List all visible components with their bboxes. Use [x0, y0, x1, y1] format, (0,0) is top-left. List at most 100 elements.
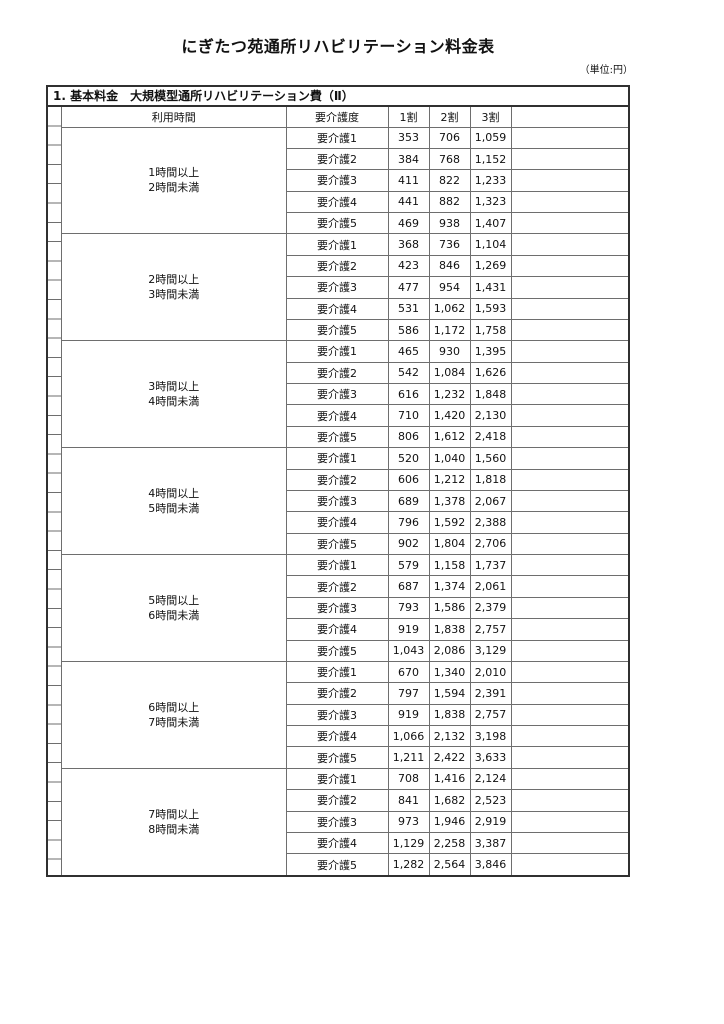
fee-cell-10pct: 806 — [387, 425, 430, 449]
care-level-cell: 要介護1 — [285, 553, 389, 577]
fee-cell-30pct: 2,418 — [469, 425, 512, 449]
care-level-cell: 要介護5 — [286, 639, 389, 662]
fee-cell-20pct: 1,838 — [428, 618, 471, 641]
fee-cell-20pct: 822 — [428, 169, 471, 192]
time-range-cell: 4時間以上 5時間未満 — [62, 447, 287, 555]
fee-cell-10pct: 708 — [387, 767, 430, 791]
empty-cell — [510, 468, 628, 491]
time-range-line: 2時間未満 — [148, 181, 200, 195]
fee-cell-10pct: 670 — [387, 660, 430, 684]
empty-cell — [510, 511, 628, 534]
empty-cell — [510, 553, 628, 577]
fee-cell-30pct: 1,818 — [469, 468, 512, 491]
fee-cell-20pct: 1,062 — [428, 297, 471, 320]
table-row: 要介護2 797 1,594 2,391 — [62, 682, 628, 705]
empty-cell — [510, 233, 628, 256]
unit-note: （単位:円） — [579, 65, 633, 76]
fee-cell-20pct: 1,586 — [428, 596, 471, 620]
fee-cell-20pct: 768 — [428, 147, 471, 171]
empty-cell — [510, 724, 628, 748]
table-row: 要介護4 531 1,062 1,593 — [62, 297, 628, 320]
header-row: 利用時間 要介護度 1割 2割 3割 — [62, 107, 628, 128]
empty-cell — [510, 211, 628, 235]
empty-cell — [510, 596, 628, 620]
col-header-time: 利用時間 — [62, 107, 287, 128]
fee-cell-30pct: 1,152 — [469, 147, 512, 171]
care-level-cell: 要介護4 — [286, 190, 389, 214]
care-level-cell: 要介護3 — [286, 703, 389, 727]
time-range-line: 7時間以上 — [148, 807, 200, 821]
care-level-cell: 要介護5 — [286, 211, 389, 235]
empty-cell — [510, 831, 628, 855]
fee-cell-20pct: 1,084 — [428, 361, 471, 385]
table-row: 要介護5 469 938 1,407 — [62, 211, 628, 235]
table-row: 5時間以上 6時間未満 要介護1 579 1,158 1,737 — [62, 553, 628, 662]
table-row: 2時間以上 3時間未満 要介護1 368 736 1,104 — [62, 233, 628, 342]
time-range-line: 5時間未満 — [148, 502, 200, 516]
empty-cell — [510, 682, 628, 705]
fee-cell-30pct: 1,104 — [469, 233, 512, 256]
care-level-cell: 要介護4 — [286, 297, 389, 320]
empty-cell — [510, 382, 628, 406]
col-header-20pct: 2割 — [428, 107, 471, 128]
fee-cell-20pct: 1,374 — [428, 575, 471, 598]
time-range-line: 5時間以上 — [148, 593, 200, 607]
fee-cell-30pct: 1,626 — [469, 361, 512, 385]
fee-cell-30pct: 3,129 — [469, 639, 512, 662]
fee-cell-30pct: 2,706 — [469, 532, 512, 556]
fee-cell-20pct: 1,378 — [428, 489, 471, 513]
empty-cell — [510, 810, 628, 833]
fee-cell-30pct: 2,757 — [469, 703, 512, 727]
fee-cell-10pct: 423 — [387, 254, 430, 278]
fee-cell-10pct: 841 — [387, 789, 430, 812]
fee-cell-10pct: 606 — [387, 468, 430, 491]
care-level-cell: 要介護4 — [286, 511, 389, 534]
fee-cell-20pct: 938 — [428, 211, 471, 235]
page-title: にぎたつ苑通所リハビリテーション料金表 — [181, 37, 495, 56]
care-level-cell: 要介護1 — [285, 233, 389, 256]
fee-cell-10pct: 579 — [387, 553, 430, 577]
empty-cell — [510, 318, 628, 342]
care-level-cell: 要介護5 — [286, 746, 389, 769]
fee-cell-10pct: 919 — [387, 703, 430, 727]
section-header: 1. 基本料金 大規模型通所リハビリテーション費（Ⅱ） — [48, 87, 628, 107]
fee-cell-10pct: 1,129 — [387, 831, 430, 855]
time-range-cell: 7時間以上 8時間未満 — [62, 767, 287, 875]
fee-cell-10pct: 689 — [387, 489, 430, 513]
fee-cell-20pct: 1,682 — [428, 789, 471, 812]
fee-cell-10pct: 616 — [387, 382, 430, 406]
time-range-line: 1時間以上 — [148, 166, 200, 180]
fee-cell-20pct: 2,564 — [428, 853, 471, 875]
table-row: 要介護4 796 1,592 2,388 — [62, 511, 628, 534]
fee-cell-10pct: 368 — [387, 233, 430, 256]
empty-cell — [510, 190, 628, 214]
fee-cell-10pct: 919 — [387, 618, 430, 641]
col-header-level: 要介護度 — [285, 107, 389, 128]
table-row: 要介護5 1,211 2,422 3,633 — [62, 746, 628, 769]
empty-cell — [510, 254, 628, 278]
care-level-cell: 要介護2 — [286, 254, 389, 278]
table-row: 7時間以上 8時間未満 要介護1 708 1,416 2,124 — [62, 767, 628, 875]
ladder-column — [48, 107, 62, 875]
fee-cell-30pct: 2,523 — [469, 789, 512, 812]
fee-cell-30pct: 1,395 — [469, 340, 512, 363]
time-range-line: 4時間以上 — [148, 487, 200, 501]
fee-cell-20pct: 1,946 — [428, 810, 471, 833]
fee-cell-30pct: 2,124 — [469, 767, 512, 791]
fee-cell-30pct: 3,387 — [469, 831, 512, 855]
fee-cell-20pct: 2,132 — [428, 724, 471, 748]
empty-cell — [510, 639, 628, 662]
fee-cell-10pct: 1,211 — [387, 746, 430, 769]
fee-cell-10pct: 793 — [387, 596, 430, 620]
time-range-line: 2時間以上 — [148, 273, 200, 287]
fee-cell-20pct: 1,232 — [428, 382, 471, 406]
fee-cell-10pct: 1,066 — [387, 724, 430, 748]
care-level-cell: 要介護5 — [286, 853, 389, 875]
fee-cell-30pct: 2,061 — [469, 575, 512, 598]
table-row: 要介護2 423 846 1,269 — [62, 254, 628, 278]
care-level-cell: 要介護2 — [286, 682, 389, 705]
time-range-line: 6時間以上 — [148, 700, 200, 714]
fee-cell-10pct: 1,043 — [387, 639, 430, 662]
empty-cell — [510, 276, 628, 299]
fee-cell-30pct: 1,323 — [469, 190, 512, 214]
